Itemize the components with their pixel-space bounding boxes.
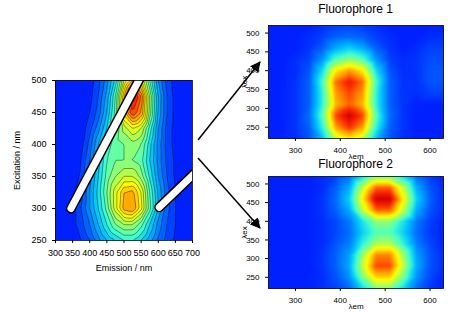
svg-text:Excitation / nm: Excitation / nm: [12, 131, 22, 190]
svg-text:500: 500: [246, 29, 260, 38]
svg-text:300: 300: [289, 146, 303, 155]
svg-text:Emission / nm: Emission / nm: [96, 263, 153, 273]
svg-text:400: 400: [334, 146, 348, 155]
svg-text:250: 250: [246, 273, 260, 282]
svg-text:350: 350: [31, 171, 46, 181]
svg-text:300: 300: [48, 248, 63, 258]
svg-text:550: 550: [134, 248, 149, 258]
svg-text:500: 500: [378, 146, 392, 155]
svg-text:500: 500: [246, 180, 260, 189]
svg-text:500: 500: [116, 248, 131, 258]
svg-text:300: 300: [289, 296, 303, 305]
svg-text:600: 600: [423, 296, 437, 305]
svg-text:450: 450: [246, 198, 260, 207]
svg-text:450: 450: [246, 47, 260, 56]
svg-text:250: 250: [246, 123, 260, 132]
svg-text:400: 400: [82, 248, 97, 258]
svg-text:650: 650: [168, 248, 183, 258]
svg-text:450: 450: [31, 107, 46, 117]
svg-text:250: 250: [31, 235, 46, 245]
svg-text:350: 350: [65, 248, 80, 258]
svg-text:400: 400: [334, 296, 348, 305]
svg-text:400: 400: [31, 139, 46, 149]
svg-text:600: 600: [151, 248, 166, 258]
svg-text:λem: λem: [348, 302, 363, 311]
svg-text:400: 400: [246, 66, 260, 75]
svg-text:λex: λex: [240, 76, 249, 88]
svg-text:λex: λex: [240, 226, 249, 238]
svg-text:700: 700: [185, 248, 200, 258]
svg-text:500: 500: [378, 296, 392, 305]
svg-text:500: 500: [31, 75, 46, 85]
svg-text:600: 600: [423, 146, 437, 155]
svg-text:450: 450: [99, 248, 114, 258]
svg-text:300: 300: [246, 104, 260, 113]
svg-text:300: 300: [31, 203, 46, 213]
svg-text:400: 400: [246, 217, 260, 226]
svg-text:300: 300: [246, 254, 260, 263]
